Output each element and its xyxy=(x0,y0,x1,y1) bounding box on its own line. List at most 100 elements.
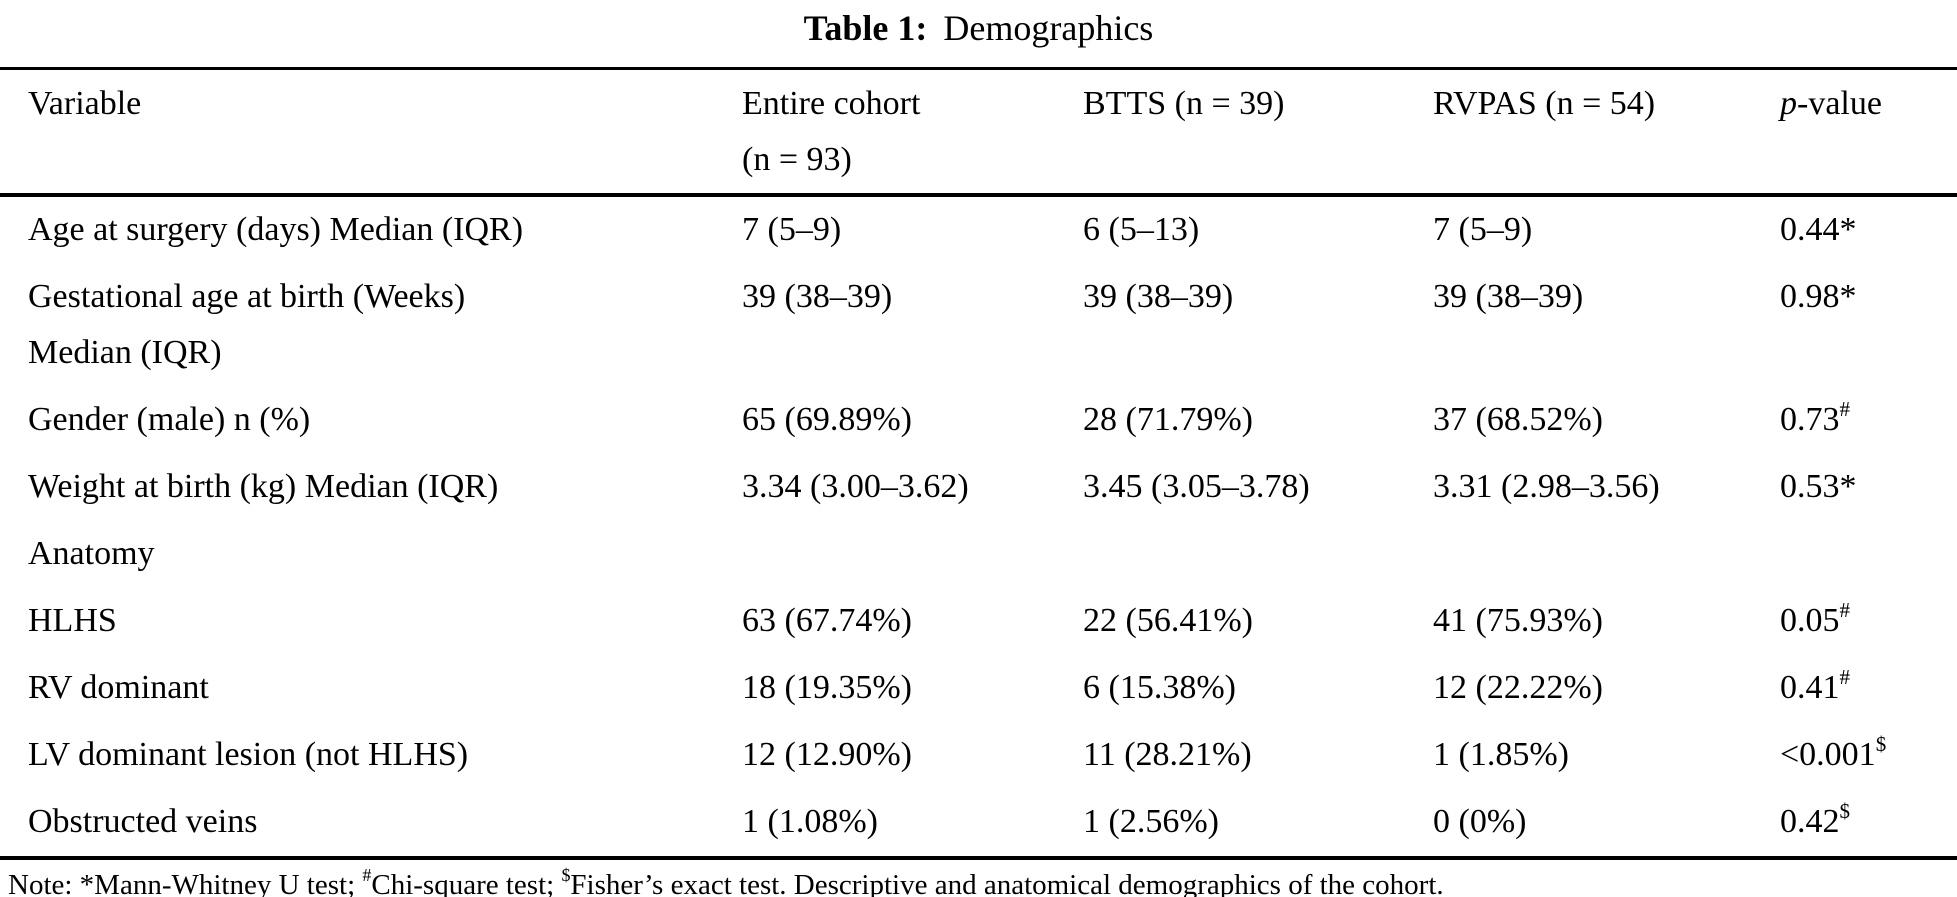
cell-p-value xyxy=(1780,521,1957,588)
table-row: Obstructed veins 1 (1.08%) 1 (2.56%) 0 (… xyxy=(0,789,1957,858)
table-caption-label: Table 1: xyxy=(803,8,928,48)
cell-btts: 3.45 (3.05–3.78) xyxy=(1083,468,1310,505)
variable-line: RV dominant xyxy=(28,669,209,706)
variable-line: Age at surgery (days) Median (IQR) xyxy=(28,211,524,248)
p-value-text: 0.44* xyxy=(1780,211,1857,248)
cell-p-value: 0.44* xyxy=(1780,195,1957,264)
header-line: Entire cohort xyxy=(742,85,921,122)
variable-line: Median (IQR) xyxy=(28,334,222,371)
cell-entire-cohort: 7 (5–9) xyxy=(742,211,842,248)
cell-btts: 6 (15.38%) xyxy=(1083,669,1236,706)
cell-btts: 6 (5–13) xyxy=(1083,211,1200,248)
cell-entire-cohort: 18 (19.35%) xyxy=(742,669,912,706)
p-value-text: 0.42 xyxy=(1780,803,1840,840)
cell-p-value: 0.53* xyxy=(1780,454,1957,521)
cell-variable: Gestational age at birth (Weeks) Median … xyxy=(0,264,742,387)
variable-line: Obstructed veins xyxy=(28,803,258,840)
section-row-anatomy: Anatomy xyxy=(0,521,1957,588)
cell-rvpas: 41 (75.93%) xyxy=(1433,602,1603,639)
cell-rvpas: 1 (1.85%) xyxy=(1433,736,1569,773)
cell-entire-cohort: 3.34 (3.00–3.62) xyxy=(742,468,969,505)
footnote-text: Note: *Mann-Whitney U test; xyxy=(8,869,363,897)
header-line: Variable xyxy=(28,85,142,122)
p-value-text: <0.001 xyxy=(1780,736,1876,773)
cell-entire-cohort: 1 (1.08%) xyxy=(742,803,878,840)
cell-variable: Obstructed veins xyxy=(0,789,742,858)
variable-line: LV dominant lesion (not HLHS) xyxy=(28,736,469,773)
footnote-text: Fisher’s exact test. Descriptive and ana… xyxy=(570,869,1444,897)
cell-p-value: 0.05# xyxy=(1780,588,1957,655)
cell-btts: 39 (38–39) xyxy=(1083,278,1234,315)
p-italic: p xyxy=(1780,85,1797,122)
header-line: BTTS (n = 39) xyxy=(1083,85,1285,122)
p-value-superscript: $ xyxy=(1839,798,1851,823)
cell-btts: 28 (71.79%) xyxy=(1083,401,1253,438)
header-line: p-value xyxy=(1780,76,1951,132)
p-value-superscript: # xyxy=(1839,396,1851,421)
p-value-text: 0.53* xyxy=(1780,468,1857,505)
cell-p-value: 0.98* xyxy=(1780,264,1957,387)
chi-square-marker: # xyxy=(362,865,372,886)
column-header-p-value: p-value xyxy=(1780,68,1957,197)
cell-p-value: 0.73# xyxy=(1780,387,1957,454)
cell-btts xyxy=(1083,521,1433,588)
variable-line: Gestational age at birth (Weeks) xyxy=(28,278,466,315)
cell-btts: 1 (2.56%) xyxy=(1083,803,1219,840)
cell-entire-cohort xyxy=(742,521,1083,588)
cell-p-value: 0.42$ xyxy=(1780,789,1957,858)
cell-entire-cohort: 65 (69.89%) xyxy=(742,401,912,438)
p-value-superscript: # xyxy=(1839,597,1851,622)
cell-rvpas: 37 (68.52%) xyxy=(1433,401,1603,438)
table-row: Gender (male) n (%) 65 (69.89%) 28 (71.7… xyxy=(0,387,1957,454)
p-value-text: 0.73 xyxy=(1780,401,1840,438)
cell-rvpas: 12 (22.22%) xyxy=(1433,669,1603,706)
cell-rvpas: 3.31 (2.98–3.56) xyxy=(1433,468,1660,505)
variable-line: Gender (male) n (%) xyxy=(28,401,311,438)
table-row: LV dominant lesion (not HLHS) 12 (12.90%… xyxy=(0,722,1957,789)
cell-variable: RV dominant xyxy=(0,655,742,722)
cell-btts: 22 (56.41%) xyxy=(1083,602,1253,639)
cell-entire-cohort: 63 (67.74%) xyxy=(742,602,912,639)
cell-p-value: 0.41# xyxy=(1780,655,1957,722)
header-line: RVPAS (n = 54) xyxy=(1433,85,1656,122)
column-header-rvpas: RVPAS (n = 54) xyxy=(1433,68,1780,197)
table-footnote: Note: *Mann-Whitney U test; #Chi-square … xyxy=(0,860,1957,897)
cell-variable: Gender (male) n (%) xyxy=(0,387,742,454)
table-caption: Table 1: Demographics xyxy=(0,0,1957,67)
column-header-variable: Variable xyxy=(0,68,742,197)
section-label: Anatomy xyxy=(28,535,155,572)
cell-btts: 11 (28.21%) xyxy=(1083,736,1252,773)
p-value-text: 0.98* xyxy=(1780,278,1857,315)
variable-line: Weight at birth (kg) Median (IQR) xyxy=(28,468,499,505)
cell-rvpas: 7 (5–9) xyxy=(1433,211,1533,248)
cell-p-value: <0.001$ xyxy=(1780,722,1957,789)
column-header-entire-cohort: Entire cohort (n = 93) xyxy=(742,68,1083,197)
cell-variable: Anatomy xyxy=(0,521,742,588)
p-value-superscript: $ xyxy=(1875,731,1887,756)
cell-variable: Age at surgery (days) Median (IQR) xyxy=(0,195,742,264)
table-caption-text: Demographics xyxy=(943,8,1154,48)
table-row: HLHS 63 (67.74%) 22 (56.41%) 41 (75.93%)… xyxy=(0,588,1957,655)
variable-line: HLHS xyxy=(28,602,117,639)
column-header-btts: BTTS (n = 39) xyxy=(1083,68,1433,197)
p-value-text: 0.41 xyxy=(1780,669,1840,706)
cell-rvpas: 0 (0%) xyxy=(1433,803,1527,840)
p-rest: -value xyxy=(1797,85,1882,122)
table-row: RV dominant 18 (19.35%) 6 (15.38%) 12 (2… xyxy=(0,655,1957,722)
cell-rvpas xyxy=(1433,521,1780,588)
cell-variable: LV dominant lesion (not HLHS) xyxy=(0,722,742,789)
cell-variable: HLHS xyxy=(0,588,742,655)
cell-rvpas: 39 (38–39) xyxy=(1433,278,1584,315)
demographics-table: Variable Entire cohort (n = 93) BTTS (n … xyxy=(0,67,1957,860)
table-row: Gestational age at birth (Weeks) Median … xyxy=(0,264,1957,387)
p-value-text: 0.05 xyxy=(1780,602,1840,639)
cell-entire-cohort: 39 (38–39) xyxy=(742,278,893,315)
footnote-text: Chi-square test; xyxy=(371,869,562,897)
table-row: Age at surgery (days) Median (IQR) 7 (5–… xyxy=(0,195,1957,264)
cell-entire-cohort: 12 (12.90%) xyxy=(742,736,912,773)
fisher-marker: $ xyxy=(561,865,571,886)
header-row: Variable Entire cohort (n = 93) BTTS (n … xyxy=(0,68,1957,197)
p-value-superscript: # xyxy=(1839,664,1851,689)
header-line: (n = 93) xyxy=(742,141,852,178)
